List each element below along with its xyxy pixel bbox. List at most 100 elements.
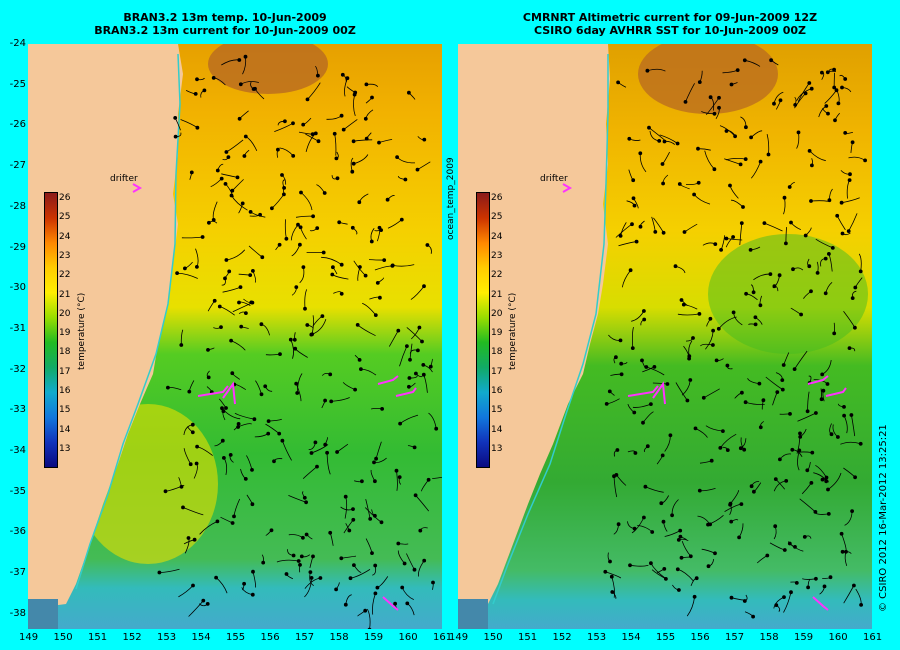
current-vector-head bbox=[863, 158, 868, 163]
current-vector-head bbox=[647, 125, 651, 130]
current-vector-head bbox=[291, 154, 296, 158]
right-colorbar-tick: 22 bbox=[491, 270, 503, 281]
current-vector bbox=[718, 316, 737, 330]
current-vector-head bbox=[815, 270, 820, 275]
current-vector-head bbox=[422, 558, 427, 563]
current-vector-head bbox=[280, 438, 285, 443]
right-map[interactable]: drifter bbox=[458, 44, 872, 629]
current-vector-head bbox=[302, 495, 307, 500]
current-vector-head bbox=[743, 125, 748, 130]
current-vector-head bbox=[706, 564, 711, 569]
current-vector-head bbox=[219, 176, 224, 181]
current-vector-head bbox=[335, 176, 340, 181]
current-vector-head bbox=[809, 289, 813, 294]
current-vector bbox=[304, 289, 308, 309]
current-vector-head bbox=[839, 200, 844, 205]
current-vector-head bbox=[758, 425, 763, 430]
left-lon-tick-label: 153 bbox=[157, 632, 177, 643]
current-vector-head bbox=[728, 183, 732, 188]
current-vector-head bbox=[214, 575, 219, 580]
current-vector-head bbox=[237, 300, 241, 305]
left-colorbar-tick: 13 bbox=[59, 443, 71, 454]
current-vector-head bbox=[422, 284, 426, 289]
right-colorbar-tick: 25 bbox=[491, 212, 503, 223]
right-lon-tick-label: 153 bbox=[587, 632, 607, 643]
current-vector bbox=[182, 507, 204, 516]
current-vector-head bbox=[332, 131, 337, 136]
current-vector-head bbox=[679, 555, 684, 560]
current-vector-head bbox=[613, 355, 618, 360]
current-vector-head bbox=[709, 458, 714, 463]
left-lon-tick-label: 151 bbox=[88, 632, 108, 643]
current-vector-head bbox=[638, 224, 643, 229]
current-vector-head bbox=[739, 390, 744, 395]
lat-tick-label: -35 bbox=[9, 485, 26, 497]
current-vector-head bbox=[628, 268, 633, 273]
current-vector-head bbox=[248, 273, 253, 278]
current-vector-head bbox=[165, 385, 170, 390]
current-vector bbox=[648, 127, 666, 141]
current-vector-head bbox=[832, 85, 837, 90]
current-vector-head bbox=[237, 116, 242, 121]
current-vector-head bbox=[237, 58, 242, 62]
current-vector-head bbox=[738, 446, 743, 451]
current-vector bbox=[809, 150, 826, 162]
lat-tick-label: -31 bbox=[9, 322, 26, 334]
current-vector-head bbox=[782, 195, 787, 200]
current-vector-head bbox=[832, 331, 837, 336]
current-vector-head bbox=[720, 429, 725, 434]
current-vector-head bbox=[375, 280, 380, 285]
copyright: © CSIRO 2012 16-Mar-2012 13:25:21 bbox=[878, 424, 889, 612]
current-vector-head bbox=[295, 391, 300, 395]
right-colorbar-tick: 24 bbox=[491, 231, 503, 242]
current-vector-head bbox=[232, 514, 236, 519]
current-vector-head bbox=[330, 272, 335, 277]
current-vector-head bbox=[370, 95, 374, 100]
right-lon-tick-label: 151 bbox=[518, 632, 538, 643]
current-vector-head bbox=[616, 80, 621, 85]
left-colorbar-tick: 19 bbox=[59, 328, 71, 339]
current-vector-head bbox=[398, 421, 403, 426]
current-vector-head bbox=[315, 464, 319, 469]
current-vector-head bbox=[716, 326, 721, 331]
right-drifter-marker bbox=[562, 183, 573, 193]
side-label: ocean_temp_2009 bbox=[446, 157, 456, 240]
current-vector-head bbox=[836, 101, 841, 106]
right-lon-tick-label: 152 bbox=[552, 632, 572, 643]
current-vector-head bbox=[227, 269, 232, 274]
current-vector-head bbox=[181, 505, 185, 510]
current-vector bbox=[406, 327, 423, 342]
current-vector-head bbox=[415, 167, 420, 172]
current-vector-head bbox=[692, 192, 697, 197]
current-vector-head bbox=[393, 601, 398, 606]
left-lon-tick-label: 149 bbox=[19, 632, 39, 643]
current-vector-head bbox=[175, 271, 180, 276]
current-vector-head bbox=[325, 450, 330, 455]
left-lon-tick-label: 152 bbox=[122, 632, 142, 643]
current-vector-head bbox=[421, 372, 426, 377]
current-vector-head bbox=[205, 602, 210, 606]
current-vector-head bbox=[823, 256, 828, 261]
current-vector-head bbox=[743, 400, 748, 405]
current-vector-head bbox=[849, 413, 854, 417]
left-map[interactable]: drifter bbox=[28, 44, 442, 629]
left-colorbar-label: temperature (°C) bbox=[77, 292, 87, 370]
current-vector-head bbox=[790, 447, 795, 452]
current-vector-head bbox=[405, 601, 410, 606]
current-vector bbox=[631, 326, 634, 349]
current-vector-head bbox=[768, 272, 773, 277]
current-vector-head bbox=[842, 404, 846, 409]
current-vector-head bbox=[820, 372, 825, 377]
current-vector-head bbox=[230, 521, 235, 525]
current-vector-head bbox=[852, 325, 857, 330]
current-vector bbox=[304, 577, 312, 598]
current-vector-head bbox=[201, 598, 206, 603]
current-vector-head bbox=[820, 477, 825, 482]
current-vector-head bbox=[373, 313, 378, 318]
left-lon-tick-label: 157 bbox=[295, 632, 315, 643]
current-vector-head bbox=[374, 456, 379, 461]
current-vector-head bbox=[367, 627, 372, 629]
current-vector-head bbox=[396, 541, 401, 546]
current-vector-head bbox=[228, 452, 233, 457]
current-vector-head bbox=[202, 88, 207, 93]
